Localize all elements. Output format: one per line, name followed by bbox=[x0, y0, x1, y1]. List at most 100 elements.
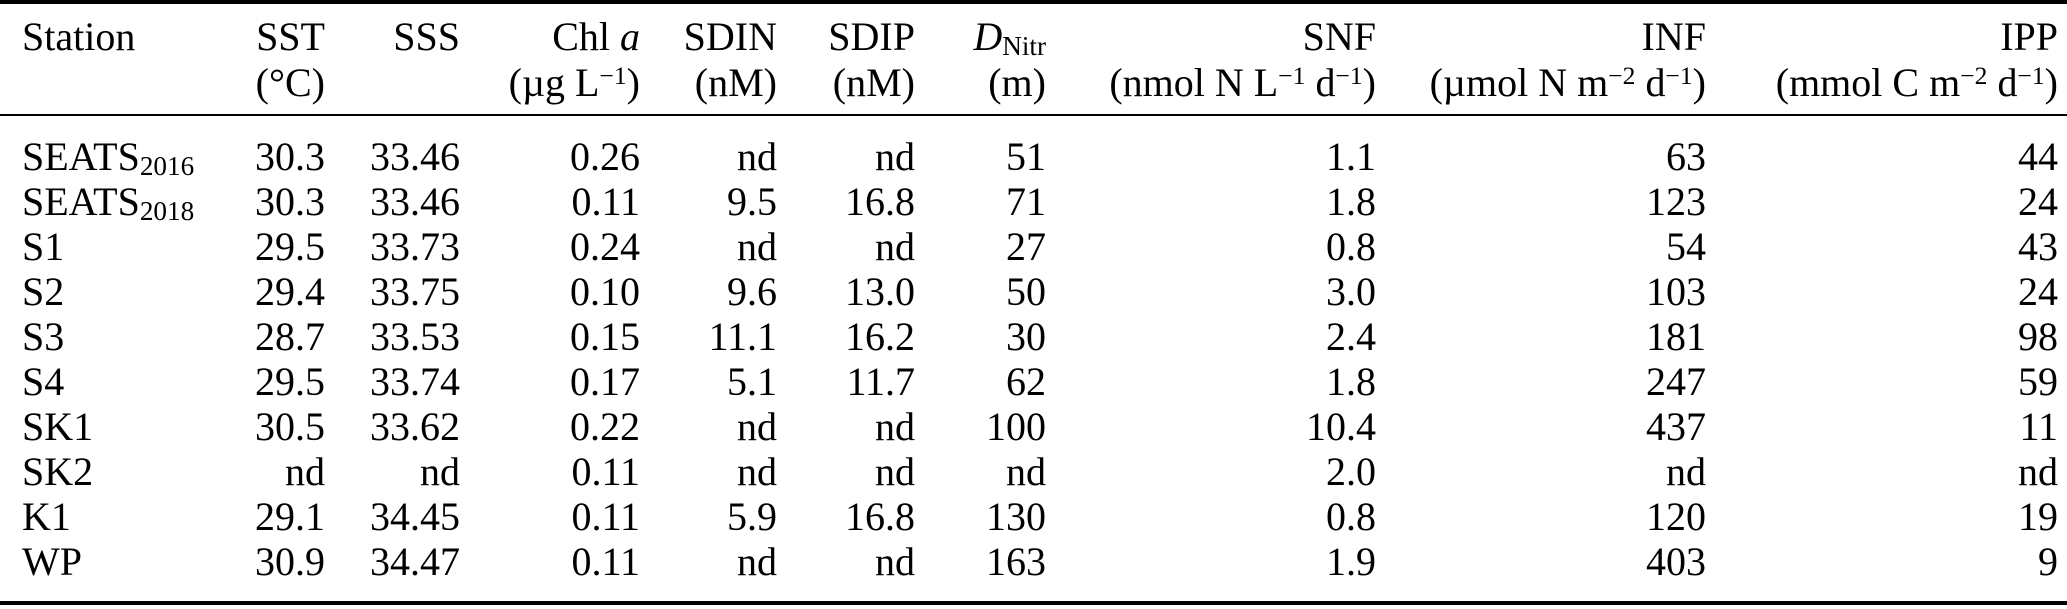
cell-sdin: nd bbox=[737, 134, 777, 179]
col-header-station: Station bbox=[22, 14, 136, 59]
table-body: SEATS2016 30.3 33.46 0.26 nd nd 51 1.1 63 44 SEATS… bbox=[0, 115, 2067, 584]
col-header-chla: Chl a bbox=[552, 14, 640, 59]
table-top-rule bbox=[0, 0, 2067, 4]
cell-sdin: 5.9 bbox=[727, 494, 777, 539]
cell-ipp: 19 bbox=[2018, 494, 2058, 539]
cell-ipp: 24 bbox=[2018, 269, 2058, 314]
cell-sdin: 5.1 bbox=[727, 359, 777, 404]
col-header-sdin: SDIN bbox=[683, 14, 777, 59]
cell-inf: 181 bbox=[1646, 314, 1706, 359]
cell-sss: 33.46 bbox=[370, 179, 460, 224]
cell-dnitr: nd bbox=[1006, 449, 1046, 494]
cell-sdip: nd bbox=[875, 539, 915, 584]
cell-chla: 0.10 bbox=[570, 269, 640, 314]
col-header-snf: SNF bbox=[1302, 14, 1376, 59]
cell-dnitr: 51 bbox=[1006, 134, 1046, 179]
cell-inf: 120 bbox=[1646, 494, 1706, 539]
cell-dnitr: 62 bbox=[1006, 359, 1046, 404]
cell-sst: 29.4 bbox=[255, 269, 325, 314]
cell-sst: 29.5 bbox=[255, 359, 325, 404]
col-unit-snf: (nmol N L−1 d−1) bbox=[1055, 60, 1385, 116]
table-row: S4 29.5 33.74 0.17 5.1 11.7 62 1.8 247 59 bbox=[0, 359, 2067, 404]
col-header-dnitr: DNitr bbox=[973, 14, 1046, 61]
station-data-table: Station SST SSS Chl a SDIN SDIP DNitr SNF INF IPP… bbox=[0, 4, 2067, 584]
cell-sst: 30.5 bbox=[255, 404, 325, 449]
cell-snf: 0.8 bbox=[1326, 224, 1376, 269]
cell-snf: 3.0 bbox=[1326, 269, 1376, 314]
cell-inf: nd bbox=[1666, 449, 1706, 494]
cell-sdin: nd bbox=[737, 449, 777, 494]
cell-sss: 33.62 bbox=[370, 404, 460, 449]
cell-sst: 29.5 bbox=[255, 224, 325, 269]
table-row: WP 30.9 34.47 0.11 nd nd 163 1.9 403 9 bbox=[0, 539, 2067, 584]
col-unit-inf: (µmol N m−2 d−1) bbox=[1385, 60, 1715, 116]
cell-dnitr: 27 bbox=[1006, 224, 1046, 269]
cell-inf: 247 bbox=[1646, 359, 1706, 404]
cell-ipp: 24 bbox=[2018, 179, 2058, 224]
cell-snf: 10.4 bbox=[1306, 404, 1376, 449]
cell-dnitr: 71 bbox=[1006, 179, 1046, 224]
cell-inf: 437 bbox=[1646, 404, 1706, 449]
cell-sst: 30.3 bbox=[255, 134, 325, 179]
cell-sdin: 9.6 bbox=[727, 269, 777, 314]
cell-sdip: 16.8 bbox=[845, 179, 915, 224]
cell-snf: 2.4 bbox=[1326, 314, 1376, 359]
col-unit-ipp: (mmol C m−2 d−1) bbox=[1715, 60, 2067, 116]
cell-station: SEATS2016 bbox=[22, 134, 195, 181]
cell-ipp: 11 bbox=[2019, 404, 2058, 449]
cell-chla: 0.22 bbox=[570, 404, 640, 449]
cell-ipp: 98 bbox=[2018, 314, 2058, 359]
cell-sdip: 11.7 bbox=[846, 359, 915, 404]
cell-ipp: 9 bbox=[2038, 539, 2058, 584]
table-row: S1 29.5 33.73 0.24 nd nd 27 0.8 54 43 bbox=[0, 224, 2067, 269]
table-bottom-rule bbox=[0, 601, 2067, 605]
cell-sdip: 13.0 bbox=[845, 269, 915, 314]
col-unit-sdip: (nM) bbox=[786, 60, 924, 116]
cell-chla: 0.26 bbox=[570, 134, 640, 179]
cell-sdip: nd bbox=[875, 134, 915, 179]
cell-inf: 54 bbox=[1666, 224, 1706, 269]
cell-inf: 403 bbox=[1646, 539, 1706, 584]
col-header-sss: SSS bbox=[393, 14, 460, 59]
cell-dnitr: 30 bbox=[1006, 314, 1046, 359]
cell-chla: 0.24 bbox=[570, 224, 640, 269]
col-unit-chla: (µg L−1) bbox=[469, 60, 649, 116]
cell-station: S3 bbox=[22, 314, 65, 359]
cell-sss: 33.73 bbox=[370, 224, 460, 269]
table-row: K1 29.1 34.45 0.11 5.9 16.8 130 0.8 120 19 bbox=[0, 494, 2067, 539]
col-header-ipp: IPP bbox=[2000, 14, 2058, 59]
table-row: S2 29.4 33.75 0.10 9.6 13.0 50 3.0 103 24 bbox=[0, 269, 2067, 314]
header-unit-row: (°C) (µg L−1) (nM) (nM) (m) (nmol N L−1 d−1)(… bbox=[0, 60, 2067, 116]
cell-ipp: 59 bbox=[2018, 359, 2058, 404]
cell-inf: 103 bbox=[1646, 269, 1706, 314]
cell-chla: 0.11 bbox=[571, 179, 640, 224]
cell-station: S4 bbox=[22, 359, 65, 404]
header-label-row: Station SST SSS Chl a SDIN SDIP DNitr SNF INF IPP bbox=[0, 4, 2067, 60]
col-unit-sss bbox=[334, 60, 469, 116]
cell-chla: 0.15 bbox=[570, 314, 640, 359]
cell-sdin: nd bbox=[737, 539, 777, 584]
cell-sss: 33.53 bbox=[370, 314, 460, 359]
cell-sst: nd bbox=[285, 449, 325, 494]
cell-sdip: nd bbox=[875, 224, 915, 269]
col-header-sst: SST bbox=[256, 14, 325, 59]
cell-sst: 30.3 bbox=[255, 179, 325, 224]
cell-ipp: 44 bbox=[2018, 134, 2058, 179]
cell-sss: nd bbox=[420, 449, 460, 494]
cell-chla: 0.11 bbox=[571, 539, 640, 584]
cell-sdin: 11.1 bbox=[708, 314, 777, 359]
col-header-inf: INF bbox=[1641, 14, 1706, 59]
cell-sdin: nd bbox=[737, 404, 777, 449]
cell-sss: 33.75 bbox=[370, 269, 460, 314]
cell-station: SEATS2018 bbox=[22, 179, 195, 226]
cell-sss: 34.47 bbox=[370, 539, 460, 584]
cell-snf: 2.0 bbox=[1326, 449, 1376, 494]
table-row: SK2 nd nd 0.11 nd nd nd 2.0 nd nd bbox=[0, 449, 2067, 494]
cell-snf: 1.1 bbox=[1326, 134, 1376, 179]
cell-snf: 0.8 bbox=[1326, 494, 1376, 539]
table-row: SEATS2018 30.3 33.46 0.11 9.5 16.8 71 1.8 123 24 bbox=[0, 179, 2067, 224]
cell-station: K1 bbox=[22, 494, 71, 539]
cell-sdip: 16.2 bbox=[845, 314, 915, 359]
table-row: SK1 30.5 33.62 0.22 nd nd 100 10.4 437 11 bbox=[0, 404, 2067, 449]
